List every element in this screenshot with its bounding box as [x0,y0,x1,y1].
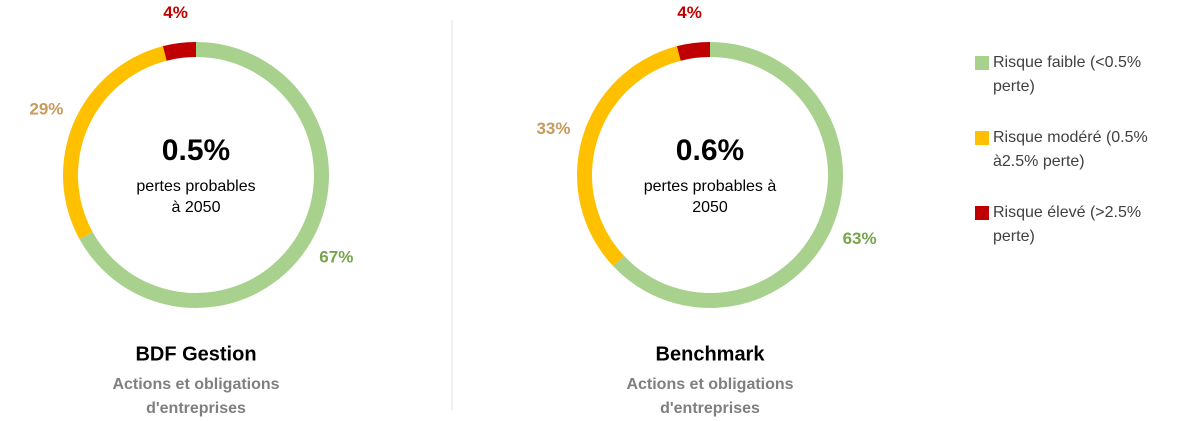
legend-label: Risque élevé (>2.5% [993,204,1141,221]
chart-title: BDF Gestion [135,343,256,365]
donut-segment [613,42,843,308]
donut-segment [63,46,167,240]
chart-subtitle: d'entreprises [660,400,760,417]
legend-label: à2.5% perte) [993,153,1085,170]
center-text: pertes probables [136,178,255,195]
data-label: 33% [536,119,570,138]
legend-swatch [975,56,989,70]
data-label: 63% [843,229,877,248]
legend-label: Risque faible (<0.5% [993,54,1141,71]
center-text: à 2050 [172,199,221,216]
data-label: 4% [163,3,188,22]
data-label: 29% [29,100,63,119]
donut-segment [676,42,710,61]
legend-label: Risque modéré (0.5% [993,129,1148,146]
chart-title: Benchmark [656,343,766,365]
legend-swatch [975,131,989,145]
data-label: 67% [319,247,353,266]
legend-label: perte) [993,78,1035,95]
donut-segment [162,42,196,61]
center-value: 0.6% [676,134,744,167]
legend-label: perte) [993,228,1035,245]
chart-subtitle: Actions et obligations [626,376,793,393]
center-value: 0.5% [162,134,230,167]
chart-subtitle: Actions et obligations [112,376,279,393]
data-label: 4% [677,3,702,22]
legend-swatch [975,206,989,220]
donut-segment [577,46,681,267]
chart-subtitle: d'entreprises [146,400,246,417]
center-text: pertes probables à [644,178,777,195]
center-text: 2050 [692,199,728,216]
